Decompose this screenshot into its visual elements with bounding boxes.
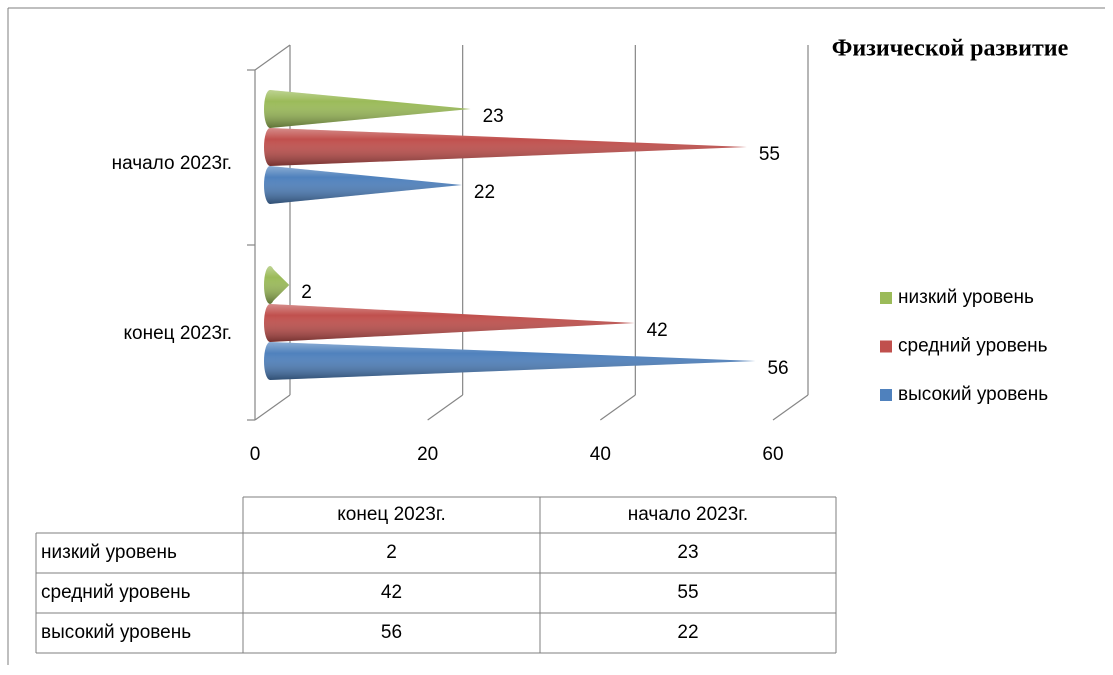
data-label: 55 (759, 144, 780, 165)
table-cell: 42 (381, 582, 402, 603)
legend-label: средний уровень (898, 336, 1048, 357)
x-tick-label: 0 (250, 444, 261, 465)
data-label: 56 (767, 358, 788, 379)
table-header: конец 2023г. (337, 504, 445, 525)
table-cell: 2 (386, 542, 397, 563)
data-label: 23 (483, 106, 504, 127)
data-label: 22 (474, 182, 495, 203)
table-cell: 22 (677, 622, 698, 643)
cone-shade (270, 128, 747, 166)
cone-shade (270, 166, 462, 204)
x-tick (599, 394, 636, 421)
table-cell: 55 (677, 582, 698, 603)
x-tick (254, 394, 291, 421)
cone-base-shade (264, 128, 276, 166)
table-row-label: средний уровень (41, 582, 191, 603)
legend-label: высокий уровень (898, 384, 1048, 405)
cone-shade (270, 304, 635, 342)
legend-swatch (880, 389, 892, 401)
cone-shade (270, 90, 471, 128)
table-row-label: высокий уровень (41, 622, 191, 643)
table-row-label: низкий уровень (41, 542, 177, 563)
x-tick-label: 60 (762, 444, 783, 465)
x-tick (772, 394, 809, 421)
legend-label: низкий уровень (898, 287, 1034, 308)
table-header: начало 2023г. (628, 504, 748, 525)
x-tick (427, 394, 464, 421)
legend-swatch (880, 292, 892, 304)
cone-shade (270, 342, 756, 380)
y-tick-label: начало 2023г. (112, 153, 232, 174)
cone-base-shade (264, 266, 276, 304)
cone-base-shade (264, 304, 276, 342)
data-label: 2 (301, 282, 312, 303)
x-tick-label: 40 (590, 444, 611, 465)
y-tick-label: конец 2023г. (124, 323, 232, 344)
wall-edge (254, 44, 291, 71)
legend-swatch (880, 340, 892, 353)
data-label: 42 (647, 320, 668, 341)
cone-base-shade (264, 166, 276, 204)
cone-base-shade (264, 90, 276, 128)
x-tick-label: 20 (417, 444, 438, 465)
cone-base-shade (264, 342, 276, 380)
table-cell: 23 (677, 542, 698, 563)
table-cell: 56 (381, 622, 402, 643)
chart-title: Физической развитие (832, 36, 1069, 62)
